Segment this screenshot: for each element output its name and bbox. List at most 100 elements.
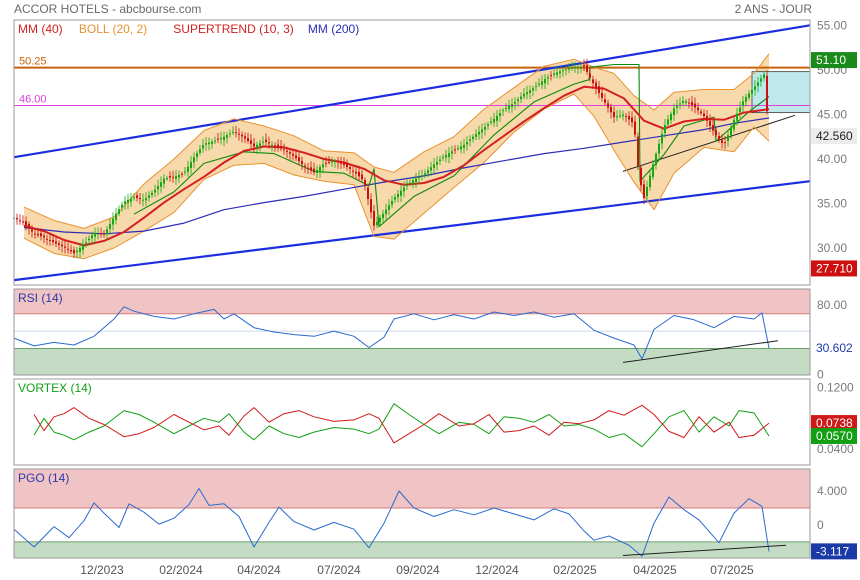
candle-body: [286, 150, 288, 152]
candle-body: [61, 244, 63, 247]
candle-body: [337, 161, 339, 163]
candle-body: [328, 162, 330, 164]
candle-body: [700, 111, 702, 114]
candle-body: [364, 180, 366, 186]
candle-body: [577, 66, 579, 69]
candle-body: [16, 218, 18, 220]
vortex-tag-0: 0.0738: [816, 416, 853, 430]
candle-body: [265, 139, 267, 143]
candle-body: [325, 162, 327, 164]
candle-body: [553, 73, 555, 75]
candle-body: [31, 229, 33, 232]
candle-body: [550, 75, 552, 77]
candle-body: [418, 176, 420, 179]
rsi-trendline: [622, 340, 779, 363]
x-tick-12/2023: 12/2023: [80, 563, 124, 577]
candle-body: [202, 145, 204, 149]
candle-body: [43, 235, 45, 238]
candle-body: [217, 138, 219, 140]
candle-body: [436, 161, 438, 165]
candle-body: [622, 114, 624, 117]
candle-body: [136, 195, 138, 199]
candle-body: [661, 133, 663, 144]
candle-body: [424, 173, 426, 175]
vortex-plus-line: [33, 403, 770, 448]
x-tick-02/2025: 02/2025: [553, 563, 597, 577]
x-tick-04/2024: 04/2024: [237, 563, 281, 577]
candle-body: [379, 217, 381, 223]
candle-body: [727, 135, 729, 141]
bollinger-band-fill: [24, 53, 769, 259]
candle-body: [349, 166, 351, 169]
candle-body: [382, 213, 384, 219]
candle-body: [490, 121, 492, 123]
candle-body: [262, 141, 264, 143]
candle-body: [145, 198, 147, 201]
candle-body: [151, 192, 153, 196]
candle-body: [430, 167, 432, 171]
price-tag-2-bg: [811, 260, 857, 277]
candle-body: [493, 118, 495, 123]
rsi-panel-frame: [13, 288, 811, 376]
candle-body: [544, 79, 546, 84]
x-tick-09/2024: 09/2024: [396, 563, 440, 577]
candle-body: [709, 120, 711, 126]
candle-body: [445, 155, 447, 158]
mm200-line: [23, 117, 770, 235]
candle-body: [163, 178, 165, 184]
candle-body: [688, 102, 690, 104]
candle-body: [370, 199, 372, 213]
pgo-y-tick: 4.000: [817, 484, 847, 498]
candle-body: [487, 124, 489, 126]
candle-body: [484, 126, 486, 130]
candle-body: [475, 134, 477, 137]
legend-1: BOLL (20, 2): [79, 22, 147, 36]
candle-body: [193, 157, 195, 163]
candle-body: [529, 90, 531, 94]
legend-2: SUPERTREND (10, 3): [173, 22, 293, 36]
candle-body: [178, 174, 180, 178]
pgo-panel-frame: [13, 468, 811, 559]
candle-body: [46, 238, 48, 240]
level-label-50.25: 50.25: [19, 56, 47, 68]
candle-body: [451, 151, 453, 154]
candle-body: [304, 165, 306, 167]
pgo-tag-bg: [811, 543, 857, 560]
candle-body: [751, 90, 753, 94]
candle-body: [631, 117, 633, 123]
candle-body: [667, 119, 669, 125]
candle-body: [691, 102, 693, 106]
candle-body: [628, 116, 630, 120]
price-y-tick: 30.00: [817, 241, 847, 255]
chart-title: ACCOR HOTELS - abcbourse.com: [14, 2, 202, 16]
candle-body: [268, 142, 270, 144]
candle-body: [169, 176, 171, 178]
candle-body: [85, 242, 87, 245]
candle-body: [103, 233, 105, 235]
candle-body: [166, 178, 168, 180]
candle-body: [37, 233, 39, 236]
candle-body: [541, 81, 543, 85]
candle-body: [154, 189, 156, 193]
candle-body: [67, 248, 69, 250]
price-tag-2: 27.710: [816, 261, 853, 275]
candle-body: [712, 125, 714, 131]
candle-body: [109, 223, 111, 230]
candle-body: [664, 125, 666, 134]
candle-body: [457, 147, 459, 149]
candle-body: [112, 218, 114, 225]
candle-body: [319, 166, 321, 172]
candle-body: [703, 113, 705, 117]
candle-body: [481, 129, 483, 133]
candle-body: [619, 115, 621, 117]
candle-body: [361, 174, 363, 180]
candle-body: [496, 115, 498, 121]
candle-body: [649, 175, 651, 188]
candle-body: [715, 130, 717, 135]
candle-body: [679, 103, 681, 105]
candle-body: [724, 142, 726, 144]
candle-body: [22, 221, 24, 223]
candle-body: [469, 139, 471, 141]
candle-body: [658, 143, 660, 154]
